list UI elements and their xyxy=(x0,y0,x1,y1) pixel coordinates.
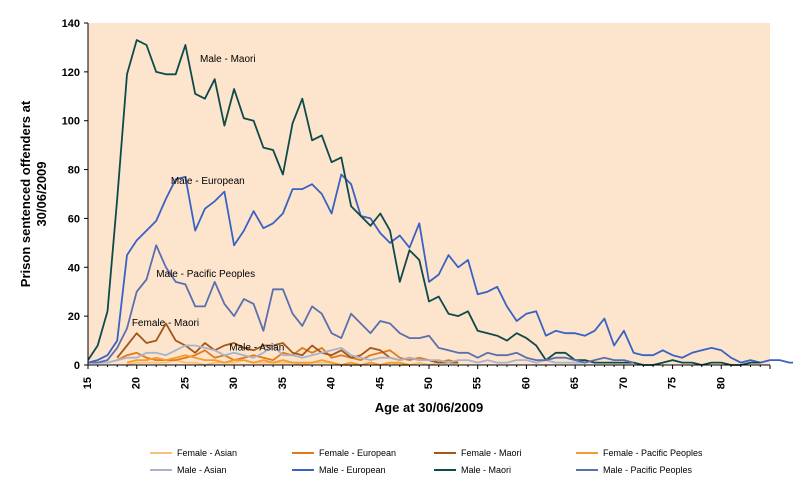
legend-item: Female - Pacific Peoples xyxy=(576,448,703,458)
x-tick-label: 15 xyxy=(82,377,94,389)
legend-swatch xyxy=(576,469,598,471)
y-axis-title-line-2: 30/06/2009 xyxy=(34,161,49,226)
legend-item: Male - Maori xyxy=(434,465,511,475)
series-layer xyxy=(87,39,793,366)
y-tick-label: 40 xyxy=(68,262,80,274)
legend-swatch xyxy=(434,469,456,471)
y-tick-label: 100 xyxy=(62,116,80,128)
legend-label: Female - Maori xyxy=(461,448,522,458)
x-tick-label: 50 xyxy=(423,377,435,389)
x-tick-label: 35 xyxy=(277,377,289,389)
legend-item: Male - Pacific Peoples xyxy=(576,465,692,475)
y-tick-label: 140 xyxy=(62,18,80,30)
series-line-male-pacific-peoples xyxy=(88,244,634,364)
annotation-layer: Male - Maori Male - European Male - Pacifi… xyxy=(132,54,284,353)
annotation-label: Male - Pacific Peoples xyxy=(156,269,255,280)
x-tick-label: 60 xyxy=(520,377,532,389)
x-tick-label: 40 xyxy=(326,377,338,389)
legend-label: Male - European xyxy=(319,465,386,475)
x-tick-label: 80 xyxy=(715,377,727,389)
legend-swatch xyxy=(292,469,314,471)
legend-swatch xyxy=(292,452,314,454)
legend-item: Male - Asian xyxy=(150,465,227,475)
legend: Female - Asian Female - European Female - … xyxy=(150,448,750,484)
legend-label: Male - Pacific Peoples xyxy=(603,465,693,475)
legend-swatch xyxy=(150,452,172,454)
y-tick-label: 0 xyxy=(74,360,80,372)
x-tick-label: 25 xyxy=(179,377,191,389)
annotation-label: Male - Maori xyxy=(200,54,256,65)
legend-label: Male - Asian xyxy=(177,465,227,475)
x-axis-title: Age at 30/06/2009 xyxy=(375,400,483,415)
legend-swatch xyxy=(434,452,456,454)
y-tick-label: 80 xyxy=(68,165,80,177)
legend-swatch xyxy=(576,452,598,454)
x-tick-label: 75 xyxy=(667,377,679,389)
legend-swatch xyxy=(150,469,172,471)
y-ticks: 0 20 40 60 80 100 120 140 xyxy=(62,18,88,372)
x-tick-label: 45 xyxy=(374,377,386,389)
legend-label: Female - Pacific Peoples xyxy=(603,448,703,458)
x-tick-label: 70 xyxy=(618,377,630,389)
annotation-label: Male - Asian xyxy=(229,342,284,353)
y-tick-label: 20 xyxy=(68,311,80,323)
chart: Male - Maori Male - European Male - Pacifi… xyxy=(18,18,793,415)
series-line-male-european xyxy=(87,173,793,364)
y-tick-label: 120 xyxy=(62,67,80,79)
legend-item: Female - Maori xyxy=(434,448,522,458)
legend-label: Male - Maori xyxy=(461,465,512,475)
y-axis-title-line-1: Prison sentenced offenders at xyxy=(18,100,33,287)
x-tick-label: 65 xyxy=(569,377,581,389)
x-tick-label: 55 xyxy=(472,377,484,389)
annotation-label: Female - Maori xyxy=(132,318,199,329)
x-ticks: 15 20 25 30 35 40 45 50 55 60 65 70 75 80 xyxy=(82,365,771,389)
x-tick-label: 20 xyxy=(131,377,143,389)
series-line-male-asian xyxy=(88,344,585,364)
plot-area xyxy=(88,23,770,365)
legend-item: Female - European xyxy=(292,448,396,458)
legend-item: Male - European xyxy=(292,465,386,475)
legend-label: Female - Asian xyxy=(177,448,238,458)
legend-label: Female - European xyxy=(319,448,397,458)
series-line-female-european xyxy=(116,346,459,364)
legend-item: Female - Asian xyxy=(150,448,237,458)
y-tick-label: 60 xyxy=(68,213,80,225)
x-tick-label: 30 xyxy=(228,377,240,389)
annotation-label: Male - European xyxy=(171,176,245,187)
